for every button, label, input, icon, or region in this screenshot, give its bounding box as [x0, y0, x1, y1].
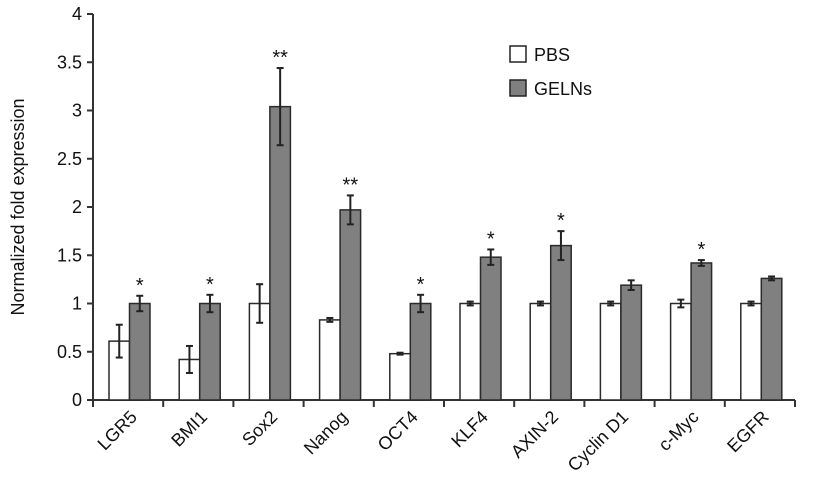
y-tick-label: 1 [72, 294, 82, 314]
bar-gelns [690, 262, 713, 401]
significance-label: ** [343, 174, 359, 196]
x-tick-label: AXIN-2 [507, 407, 562, 462]
x-tick-label: BMI1 [167, 407, 211, 451]
x-axis: LGR5 BMI1 Sox2 Nanog OCT4 KLF4 AXIN-2 Cyclin D1… [92, 399, 796, 476]
significance-label: ** [272, 47, 288, 69]
significance-label: * [136, 275, 144, 297]
bar-gelns [339, 209, 362, 401]
significance-label: * [697, 239, 705, 261]
x-tick-label: Sox2 [238, 407, 281, 450]
bar-pbs [459, 302, 482, 401]
x-tick-label: Cyclin D1 [564, 407, 633, 476]
bar-pbs [529, 302, 552, 401]
x-tick-label: Nanog [300, 407, 352, 459]
bar-gelns [269, 105, 292, 401]
bar-gelns [760, 277, 783, 401]
bar-gelns [620, 284, 643, 401]
bar-pbs [318, 319, 341, 401]
x-tick-label: EGFR [723, 407, 773, 457]
x-tick-label: LGR5 [94, 407, 141, 454]
bar-gelns [198, 302, 221, 401]
bar-pbs [669, 302, 692, 401]
legend-swatch-pbs [509, 45, 527, 63]
bar-pbs [599, 302, 622, 401]
y-tick-label: 3.5 [57, 52, 82, 72]
legend-label-pbs: PBS [534, 45, 570, 65]
bar-gelns [479, 256, 502, 401]
y-tick-label: 2.5 [57, 149, 82, 169]
significance-label: * [417, 274, 425, 296]
bar-pbs [389, 352, 412, 401]
bar-gelns [549, 244, 572, 401]
x-tick-label: OCT4 [374, 407, 422, 455]
y-axis: 0 0.5 1 1.5 2 2.5 3 3.5 4 [57, 4, 94, 410]
significance-label: * [487, 228, 495, 250]
bar-gelns [409, 302, 432, 401]
x-tick-label: c-Myc [654, 407, 702, 455]
bar-gelns [128, 302, 151, 401]
legend: PBS GELNs [509, 45, 592, 99]
bar-pbs [740, 302, 763, 401]
significance-label: * [206, 274, 214, 296]
y-tick-label: 3 [72, 101, 82, 121]
y-tick-label: 0.5 [57, 342, 82, 362]
legend-swatch-gelns [509, 79, 527, 97]
y-tick-label: 0 [72, 390, 82, 410]
significance-label: * [557, 210, 565, 232]
legend-label-gelns: GELNs [534, 79, 592, 99]
bars: * ********* [108, 47, 783, 401]
y-tick-label: 1.5 [57, 245, 82, 265]
x-tick-label: KLF4 [447, 407, 492, 452]
y-tick-label: 2 [72, 197, 82, 217]
y-axis-label: Normalized fold expression [8, 98, 28, 315]
y-tick-label: 4 [72, 4, 82, 24]
